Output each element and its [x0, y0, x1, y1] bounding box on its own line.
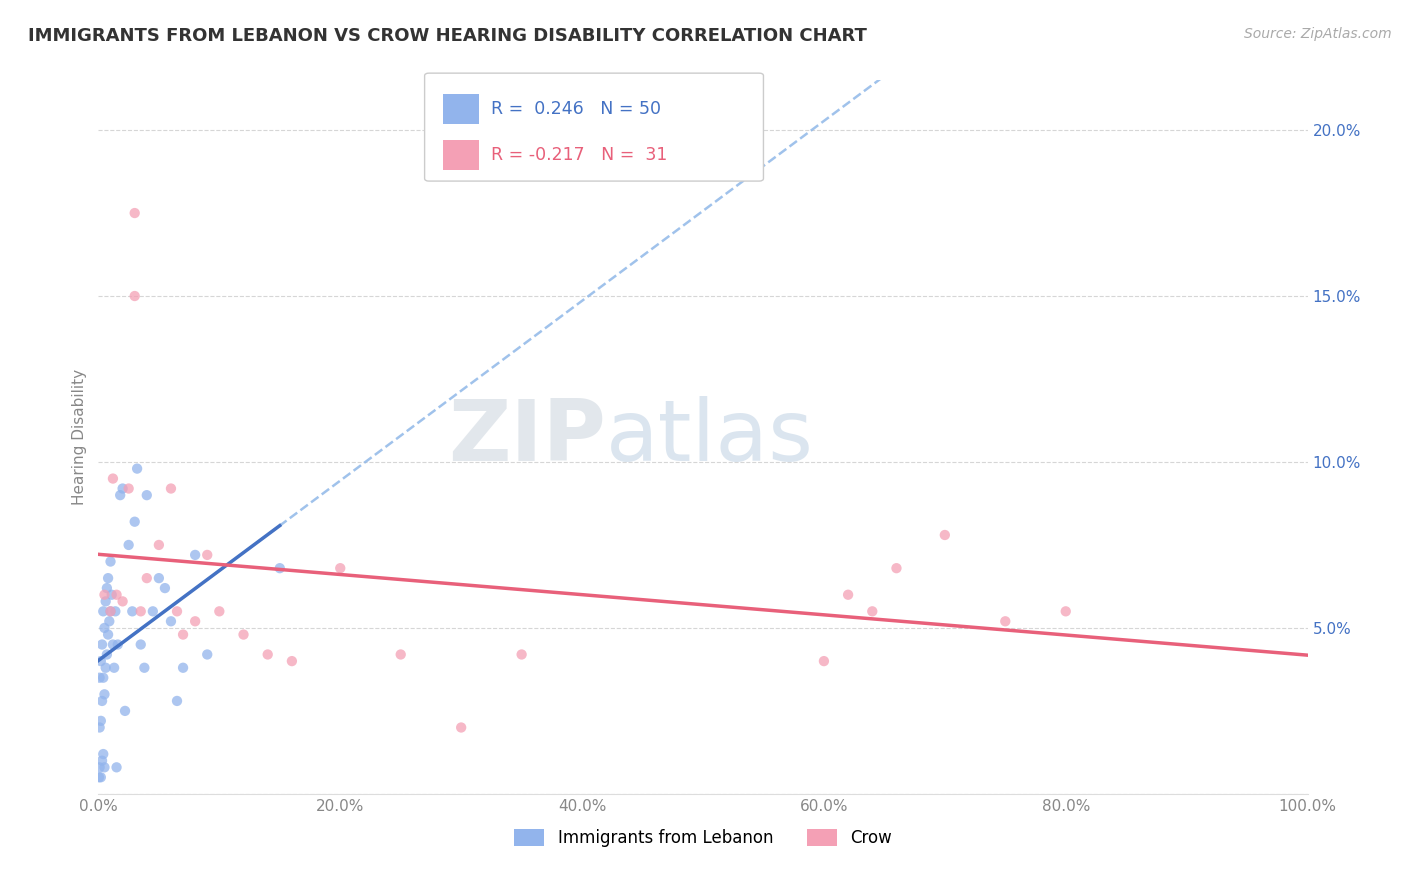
Point: [107, 638, 129, 652]
Point: [105, 588, 128, 602]
Point: [103, 661, 125, 675]
Point: [510, 648, 533, 662]
Point: [148, 571, 170, 585]
Point: [160, 615, 183, 629]
Point: [269, 561, 291, 575]
Point: [281, 654, 304, 668]
Point: [97, 627, 120, 641]
Point: [813, 654, 835, 668]
Point: [134, 661, 156, 675]
Text: ZIP: ZIP: [449, 395, 606, 479]
Point: [127, 461, 149, 475]
Point: [114, 704, 136, 718]
Point: [91, 754, 114, 768]
Point: [184, 548, 207, 562]
Point: [837, 588, 859, 602]
Point: [111, 482, 134, 496]
Y-axis label: Hearing Disability: Hearing Disability: [72, 369, 87, 505]
Point: [90, 714, 112, 728]
Point: [121, 604, 143, 618]
Point: [97, 571, 120, 585]
Point: [111, 594, 134, 608]
Point: [94, 661, 117, 675]
Point: [166, 694, 188, 708]
Point: [100, 588, 122, 602]
Point: [91, 638, 114, 652]
Point: [129, 638, 152, 652]
Point: [89, 760, 111, 774]
Point: [994, 615, 1017, 629]
Point: [118, 538, 141, 552]
Point: [124, 206, 146, 220]
Point: [195, 548, 218, 562]
Point: [93, 687, 115, 701]
Point: [160, 482, 183, 496]
Point: [93, 760, 115, 774]
Point: [94, 594, 117, 608]
Point: [96, 648, 118, 662]
Point: [118, 482, 141, 496]
Point: [93, 621, 115, 635]
Point: [195, 648, 218, 662]
Point: [91, 694, 114, 708]
Point: [860, 604, 883, 618]
Point: [172, 661, 194, 675]
Point: [329, 561, 352, 575]
Point: [148, 538, 170, 552]
Point: [101, 638, 124, 652]
Point: [101, 472, 124, 486]
Point: [166, 604, 188, 618]
Point: [96, 581, 118, 595]
Point: [124, 289, 146, 303]
Point: [208, 604, 231, 618]
Point: [104, 604, 127, 618]
Point: [91, 671, 114, 685]
Point: [87, 770, 110, 784]
Point: [100, 555, 122, 569]
Point: [142, 604, 165, 618]
Point: [100, 604, 122, 618]
Legend: Immigrants from Lebanon, Crow: Immigrants from Lebanon, Crow: [508, 822, 898, 854]
Point: [90, 770, 112, 784]
Text: IMMIGRANTS FROM LEBANON VS CROW HEARING DISABILITY CORRELATION CHART: IMMIGRANTS FROM LEBANON VS CROW HEARING …: [28, 27, 868, 45]
Point: [389, 648, 412, 662]
Point: [184, 615, 207, 629]
Text: R =  0.246   N = 50: R = 0.246 N = 50: [491, 100, 661, 118]
Point: [256, 648, 278, 662]
Point: [934, 528, 956, 542]
Text: R = -0.217   N =  31: R = -0.217 N = 31: [491, 146, 666, 164]
Point: [98, 615, 121, 629]
Point: [886, 561, 908, 575]
Point: [135, 571, 157, 585]
Point: [129, 604, 152, 618]
Point: [172, 627, 194, 641]
Point: [93, 588, 115, 602]
Point: [232, 627, 254, 641]
Point: [105, 760, 128, 774]
Text: atlas: atlas: [606, 395, 814, 479]
Point: [153, 581, 176, 595]
Point: [1054, 604, 1077, 618]
Point: [89, 721, 111, 735]
Point: [100, 604, 122, 618]
Point: [135, 488, 157, 502]
Point: [89, 671, 111, 685]
Point: [108, 488, 131, 502]
Point: [124, 515, 146, 529]
Text: Source: ZipAtlas.com: Source: ZipAtlas.com: [1244, 27, 1392, 41]
Point: [90, 654, 112, 668]
Point: [91, 747, 114, 761]
Point: [450, 721, 472, 735]
Point: [91, 604, 114, 618]
